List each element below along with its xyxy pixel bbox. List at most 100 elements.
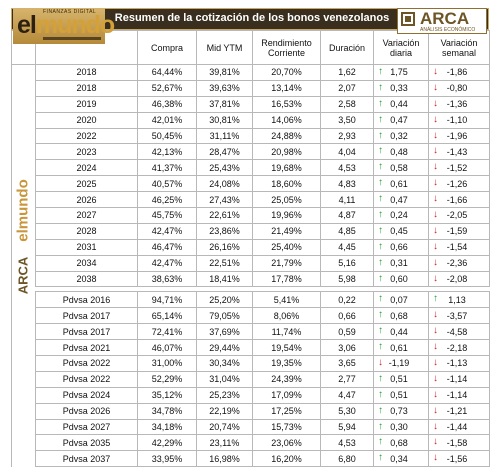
arrow-up-icon: ↑ [378, 113, 383, 125]
table-row: 2027 45,75% 22,61% 19,96% 4,87 ↑ 0,24 ↓ -2,05 [11, 207, 490, 224]
cell-var-semanal: ↓ -1,43 [428, 143, 490, 161]
variation-value: 0,66 [390, 242, 408, 253]
logo-small-text: FINANZAS DIGITAL [43, 9, 97, 15]
cell-var-semanal: ↓ -1,96 [428, 127, 490, 145]
arrow-up-icon: ↑ [378, 388, 383, 400]
table-row: 2034 42,47% 22,51% 21,79% 5,16 ↑ 0,31 ↓ -2,36 [11, 254, 490, 272]
gap-cell [137, 286, 197, 293]
cell-duracion: 4,47 [320, 386, 374, 404]
arrow-down-icon: ↓ [433, 145, 438, 157]
gap-cell [11, 286, 36, 292]
cell-bono: 2024 [35, 159, 138, 177]
cell-compra: 64,44% [137, 64, 197, 81]
side-cell [11, 159, 36, 176]
cell-compra: 45,75% [137, 207, 197, 224]
cell-compra: 72,41% [137, 323, 197, 341]
cell-compra: 94,71% [137, 291, 197, 309]
table-row: Pdvsa 2017 65,14% 79,05% 8,06% 0,66 ↑ 0,68 ↓ -3,… [11, 307, 490, 325]
cell-compra: 35,12% [137, 386, 197, 404]
table-row: 2028 42,47% 23,86% 21,49% 4,85 ↑ 0,45 ↓ -1,59 [11, 222, 490, 240]
cell-mid-ytm: 39,63% [196, 79, 253, 97]
variation-value: -1,96 [446, 131, 468, 141]
gap-cell [35, 286, 138, 293]
side-cell [11, 387, 36, 404]
side-cell [11, 175, 36, 192]
cell-duracion: 3,50 [320, 111, 374, 129]
cell-bono: 2018 [35, 79, 138, 97]
side-cell [11, 239, 36, 256]
cell-rendimiento: 13,14% [252, 79, 321, 97]
cell-duracion: 1,62 [320, 64, 374, 81]
cell-var-diaria: ↑ 0,07 [373, 291, 429, 309]
cell-duracion: 4,85 [320, 222, 374, 240]
cell-bono: Pdvsa 2017 [35, 323, 138, 341]
arrow-down-icon: ↓ [433, 452, 438, 464]
cell-rendimiento: 25,05% [252, 191, 321, 209]
cell-compra: 46,38% [137, 95, 197, 113]
col-header-var-diaria: Variación diaria [373, 30, 429, 65]
arrow-down-icon: ↓ [433, 272, 438, 284]
logo-word-accent: mundo [35, 11, 115, 39]
cell-mid-ytm: 16,98% [196, 450, 253, 467]
cell-compra: 38,63% [137, 270, 197, 288]
cell-bono: Pdvsa 2024 [35, 386, 138, 404]
cell-bono: 2026 [35, 191, 138, 209]
cell-duracion: 4,83 [320, 175, 374, 193]
variation-value: -1,19 [388, 358, 410, 369]
cell-mid-ytm: 24,08% [196, 175, 253, 193]
arrow-down-icon: ↓ [433, 129, 438, 141]
cell-var-diaria: ↑ 0,58 [373, 159, 429, 177]
arrow-up-icon: ↑ [378, 193, 383, 205]
col-header-duracion: Duración [320, 30, 374, 65]
cell-compra: 46,07% [137, 339, 197, 357]
side-cell [11, 255, 36, 272]
side-cell [11, 207, 36, 224]
variation-value: -1,26 [446, 178, 468, 189]
table-row: 2022 50,45% 31,11% 24,88% 2,93 ↑ 0,32 ↓ -1,96 [11, 127, 490, 145]
cell-var-semanal: ↓ -2,08 [428, 270, 490, 288]
cell-var-semanal: ↓ -1,86 [428, 64, 490, 81]
side-cell [11, 450, 36, 467]
cell-var-semanal: ↓ -1,13 [428, 355, 490, 372]
arrow-down-icon: ↓ [433, 420, 438, 432]
elmundo-logo: FINANZAS DIGITAL elmundo [13, 8, 115, 44]
arrow-up-icon: ↑ [378, 129, 383, 141]
cell-rendimiento: 20,98% [252, 143, 321, 161]
cell-compra: 50,45% [137, 127, 197, 145]
cell-duracion: 0,22 [320, 291, 374, 309]
cell-var-semanal: ↓ -2,18 [428, 339, 490, 357]
variation-value: -2,18 [446, 342, 468, 353]
table-row: Pdvsa 2026 34,78% 22,19% 17,25% 5,30 ↑ 0,73 ↓ -1… [11, 402, 490, 420]
cell-var-diaria: ↑ 0,34 [373, 450, 429, 467]
arrow-up-icon: ↑ [378, 161, 383, 173]
arrow-down-icon: ↓ [433, 66, 438, 77]
cell-compra: 40,57% [137, 175, 197, 193]
arrow-up-icon: ↑ [378, 309, 383, 321]
cell-compra: 42,13% [137, 143, 197, 161]
table-section-gap [11, 286, 490, 293]
table-row: 2025 40,57% 24,08% 18,60% 4,83 ↑ 0,61 ↓ -1,26 [11, 175, 490, 193]
cell-compra: 31,00% [137, 355, 197, 372]
cell-mid-ytm: 31,11% [196, 127, 253, 145]
cell-rendimiento: 8,06% [252, 307, 321, 325]
arrow-down-icon: ↓ [378, 357, 383, 369]
col-header-rendimiento: Rendimiento Corriente [252, 30, 321, 65]
table-row: Pdvsa 2017 72,41% 37,69% 11,74% 0,59 ↑ 0,44 ↓ -4… [11, 323, 490, 341]
cell-compra: 42,29% [137, 434, 197, 452]
cell-var-semanal: ↓ -2,05 [428, 207, 490, 224]
table-row: 2024 41,37% 25,43% 19,68% 4,53 ↑ 0,58 ↓ -1,52 [11, 159, 490, 177]
cell-duracion: 2,93 [320, 127, 374, 145]
side-cell [11, 419, 36, 435]
cell-var-semanal: ↓ -1,44 [428, 418, 490, 436]
cell-duracion: 2,58 [320, 95, 374, 113]
variation-value: 0,34 [390, 453, 408, 464]
cell-mid-ytm: 25,43% [196, 159, 253, 177]
variation-value: -2,36 [446, 258, 468, 269]
table-row: 2038 38,63% 18,41% 17,78% 5,98 ↑ 0,60 ↓ -2,08 [11, 270, 490, 288]
cell-bono: 2031 [35, 238, 138, 256]
cell-var-semanal: ↓ -0,80 [428, 79, 490, 97]
cell-var-diaria: ↑ 0,24 [373, 207, 429, 224]
cell-duracion: 3,65 [320, 355, 374, 372]
arrow-down-icon: ↓ [433, 240, 438, 252]
cell-mid-ytm: 30,34% [196, 355, 253, 372]
